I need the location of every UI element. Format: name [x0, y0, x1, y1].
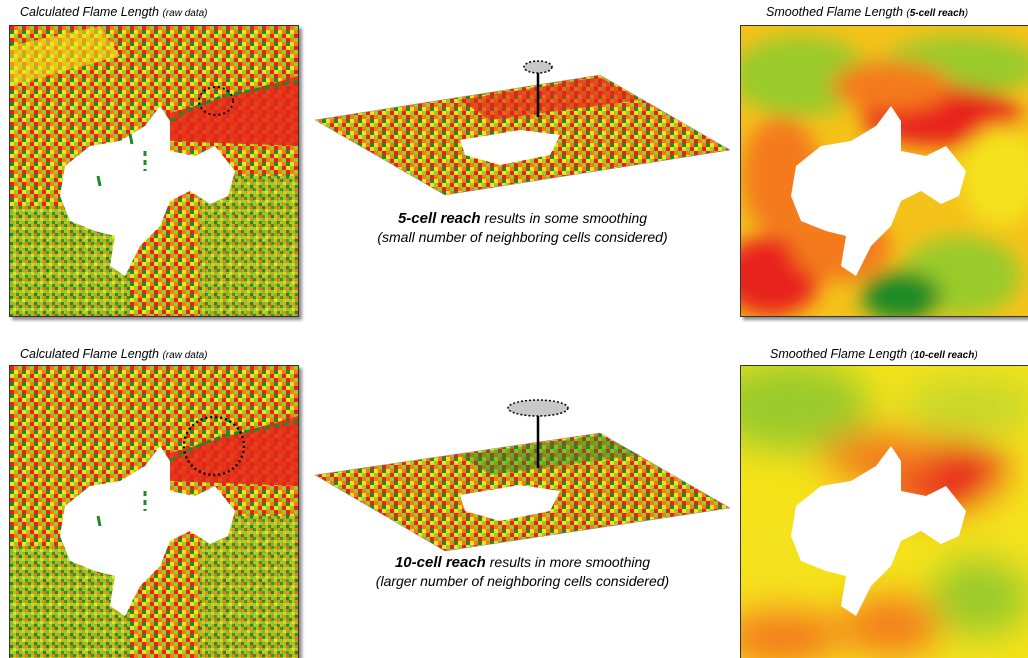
smoothed-flame-length-map-10	[740, 365, 1028, 658]
caption-5-cell: 5-cell reach results in some smoothing (…	[345, 209, 700, 247]
raw-map-title: Calculated Flame Length (raw data)	[20, 5, 208, 19]
highlight-circle	[198, 86, 234, 116]
highlight-circle-large	[182, 415, 246, 477]
reach-marker-disc	[523, 60, 553, 74]
perspective-surface-5	[310, 55, 735, 200]
raw-flame-length-map-2	[9, 365, 299, 658]
caption-bold-2: 10-cell reach	[394, 554, 486, 571]
bottom-row: Calculated Flame Length (raw data) 10-ce…	[0, 343, 1028, 658]
smoothed-map-title-2: Smoothed Flame Length (10-cell reach)	[770, 347, 978, 361]
reach-marker-disc-2	[507, 399, 569, 417]
raw-map-title-2: Calculated Flame Length (raw data)	[20, 347, 208, 361]
caption-line2: (small number of neighboring cells consi…	[377, 229, 668, 245]
raw-flame-length-map	[9, 25, 299, 317]
top-row: Calculated Flame Length (raw data)	[0, 0, 1028, 328]
smoothed-map-title: Smoothed Flame Length (5-cell reach)	[766, 5, 969, 19]
perspective-surface-10	[310, 393, 735, 558]
smoothed-flame-length-map-5	[740, 25, 1028, 317]
caption-10-cell: 10-cell reach results in more smoothing …	[345, 553, 700, 591]
caption-rest-2: results in more smoothing	[485, 554, 651, 570]
caption-line2-2: (larger number of neighboring cells cons…	[375, 573, 670, 589]
caption-bold: 5-cell reach	[397, 210, 481, 227]
caption-rest: results in some smoothing	[480, 210, 648, 226]
